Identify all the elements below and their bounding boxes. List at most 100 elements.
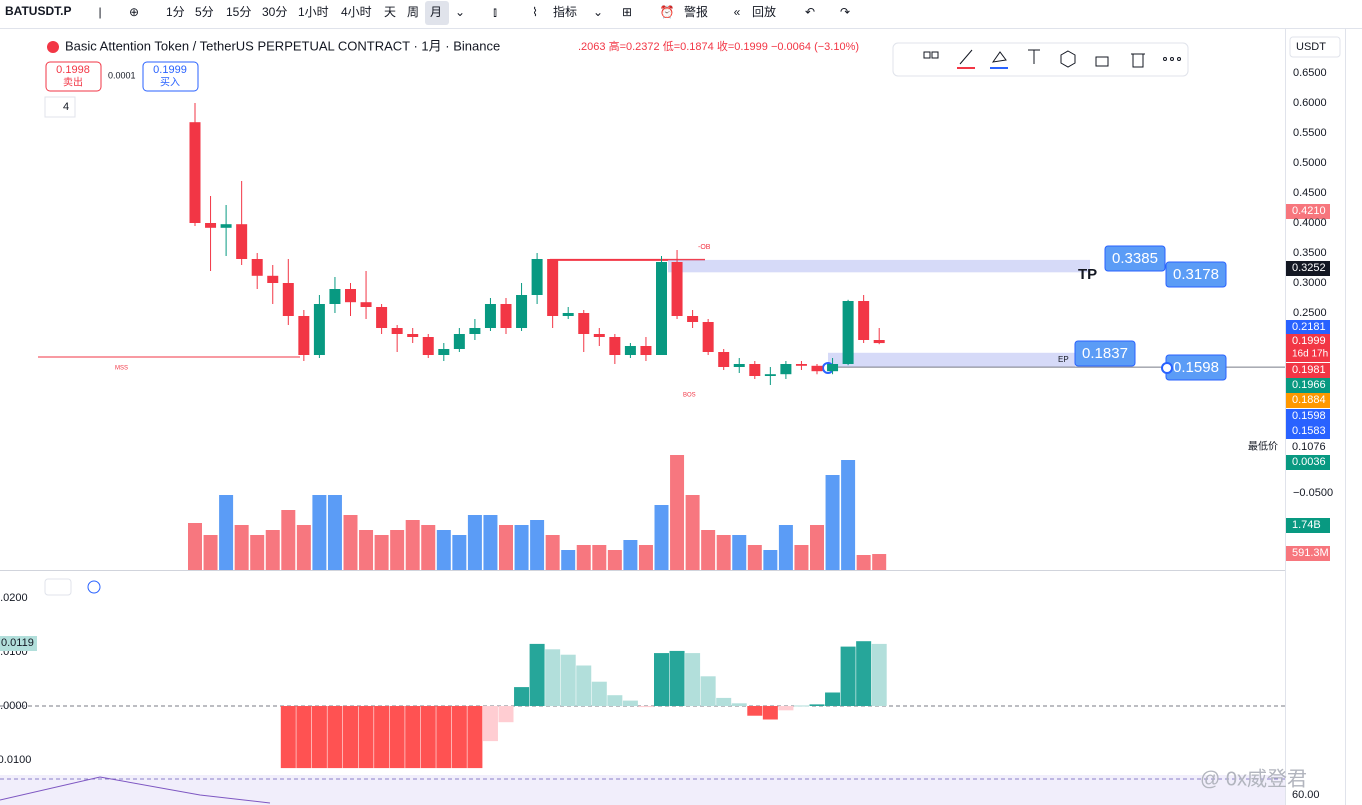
candle-body [827,364,839,372]
candle-body [764,374,776,376]
volume-bar [188,523,202,570]
icon[interactable] [1095,56,1109,67]
sell-price[interactable]: 0.1998 [56,64,90,76]
pane-button[interactable] [44,578,72,596]
buy-price[interactable]: 0.1999 [153,64,187,76]
buy-button[interactable] [142,61,199,92]
toolbar-icon[interactable]: « [734,5,741,19]
candle-body [702,322,714,352]
drawing-toolbar[interactable] [892,42,1189,77]
candle-body [624,346,636,355]
level-box[interactable] [1074,340,1136,367]
price-tick-label: 0.5500 [1293,127,1327,139]
macd-bar [436,706,452,769]
macd-bar [654,653,669,706]
macd-bar [778,706,794,711]
macd-bar [825,692,841,706]
refresh[interactable] [87,580,101,594]
icon[interactable] [923,51,931,59]
toolbar-icon[interactable]: ↶ [805,5,815,19]
macd-bar [622,700,638,706]
toolbar-icon[interactable]: ⊕ [129,5,139,19]
price-tag-label: 0.1981 [1292,364,1326,376]
volume-bar [623,540,638,570]
toolbar-icon[interactable]: | [98,5,101,19]
candle-body [376,307,388,328]
toolbar-icon[interactable]: ⌄ [593,5,603,19]
volume-bar [716,535,731,570]
currency-box[interactable] [1289,36,1341,58]
currency[interactable]: USDT [1296,41,1326,53]
interval[interactable]: 5分 [195,5,214,19]
price-tick-label: 0.6000 [1293,97,1327,109]
interval[interactable]: 1小时 [298,5,329,19]
indicator-count[interactable]: 4 [63,101,69,113]
price-tag-label: 0.4210 [1292,205,1326,217]
sell-label[interactable]: 卖出 [63,76,83,89]
toolbar-icon[interactable]: ⌇ [532,5,538,19]
volume-bar [203,535,218,570]
price-tick-label: 0.3500 [1293,247,1327,259]
toolbar-icon[interactable]: ↷ [840,5,850,19]
icon[interactable] [1163,57,1167,61]
ob: -OB [698,244,711,251]
volume-bar [530,520,545,570]
volume-bar [343,515,358,570]
icon[interactable] [991,51,1007,63]
icon[interactable] [1131,53,1145,68]
toolbar-icon[interactable]: ⌄ [455,5,465,19]
icon[interactable] [1170,57,1174,61]
pane-separator [0,570,1285,571]
price-tag-label: 0.1884 [1292,394,1326,406]
interval[interactable]: 1分 [166,5,185,19]
candle-body [453,334,465,349]
level-box[interactable] [1104,245,1166,272]
macd-bar [856,641,872,706]
volume-bar [841,460,856,570]
legend-title: Basic Attention Token / TetherUS PERPETU… [65,38,500,53]
icon[interactable] [931,51,939,59]
interval[interactable]: 15分 [226,5,251,19]
toolbar-icon[interactable]: ⊞ [622,5,632,19]
toolbar-border [0,28,1362,29]
macd-bar [280,706,296,769]
price-tag-label: 591.3M [1292,547,1329,559]
symbol-icon [47,41,59,53]
level-label[interactable]: 0.3178 [1173,266,1219,283]
replay[interactable]: 回放 [752,4,776,19]
indicators[interactable]: 指标 [553,4,577,19]
alerts[interactable]: 警报 [684,4,708,19]
interval[interactable]: 4小时 [341,5,372,19]
price-tick-label: 0.5000 [1293,157,1327,169]
sell-button[interactable] [45,61,102,92]
symbol[interactable]: BATUSDT.P [5,4,71,18]
price-tag [1286,261,1330,276]
volume-bar [436,530,451,570]
price-tag [1286,334,1330,362]
level-label[interactable]: 0.1837 [1082,345,1128,362]
level-box[interactable] [1165,261,1227,288]
macd-bar [716,697,732,706]
icon[interactable] [1028,49,1040,64]
macd-bar [529,643,545,706]
interval[interactable]: 周 [407,5,419,19]
interval[interactable]: 30分 [262,5,287,19]
interval[interactable]: 月 [430,5,442,19]
level-label[interactable]: 0.1598 [1173,359,1219,376]
indicator-toggle[interactable] [44,96,76,118]
price-tag-label: 0.3252 [1292,262,1326,274]
toolbar-icon[interactable]: ⫾ [493,5,497,19]
interval[interactable]: 天 [384,5,396,19]
candle-body [718,352,730,367]
active-interval[interactable] [425,1,449,25]
icon[interactable] [959,49,973,65]
entry-point[interactable] [1161,362,1173,374]
candle-body [547,259,559,316]
icon[interactable] [1177,57,1181,61]
level-label[interactable]: 0.3385 [1112,250,1158,267]
buy-label[interactable]: 买入 [160,77,180,89]
icon[interactable] [1060,50,1076,68]
toolbar-icon[interactable]: ⏰ [660,4,675,19]
mss: MSS [115,366,128,372]
macd-bar [591,681,607,706]
